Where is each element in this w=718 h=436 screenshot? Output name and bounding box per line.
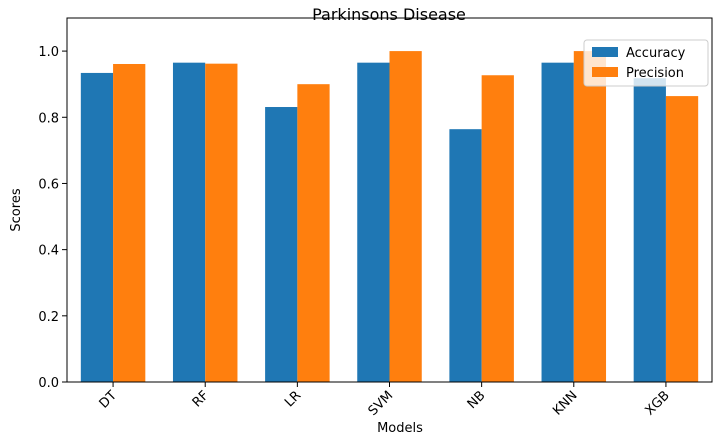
legend-swatch <box>592 67 618 77</box>
y-tick-label: 0.0 <box>38 376 59 391</box>
x-tick-label: RF <box>190 388 212 410</box>
bar <box>205 63 238 382</box>
bar <box>265 107 298 383</box>
x-tick-label: NB <box>465 388 489 412</box>
bar <box>541 62 574 382</box>
bar <box>297 84 330 382</box>
y-tick-label: 1.0 <box>38 45 59 60</box>
bar <box>80 72 114 382</box>
x-tick-label: KNN <box>550 388 580 418</box>
bar <box>357 62 390 382</box>
x-tick-label: LR <box>282 388 304 410</box>
x-axis-label: Models <box>377 421 423 436</box>
y-tick-label: 0.6 <box>38 177 59 192</box>
x-tick-label: XGB <box>642 388 672 418</box>
y-tick-label: 0.2 <box>38 310 59 325</box>
y-tick-label: 0.4 <box>38 244 59 259</box>
bar <box>449 129 482 382</box>
y-tick-label: 0.8 <box>38 111 59 126</box>
legend-label: Accuracy <box>626 46 686 61</box>
bar <box>665 96 699 382</box>
y-axis-label: Scores <box>9 188 24 231</box>
legend-label: Precision <box>626 66 684 81</box>
bar <box>633 78 666 382</box>
bar <box>172 62 206 382</box>
bar <box>113 63 146 382</box>
x-tick-label: SVM <box>366 388 397 419</box>
x-tick-label: DT <box>97 388 120 411</box>
plot-frame <box>66 17 713 383</box>
bar <box>481 75 514 382</box>
chart-title: Parkinsons Disease <box>312 5 466 24</box>
bar <box>389 51 422 382</box>
bar <box>573 51 607 382</box>
legend-swatch <box>592 47 618 57</box>
